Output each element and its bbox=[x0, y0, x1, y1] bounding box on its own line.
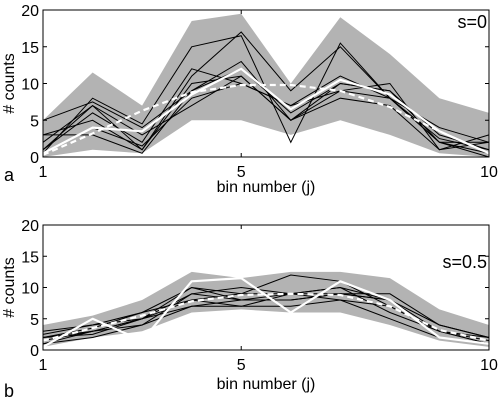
panel-label: b bbox=[4, 381, 14, 401]
fit-layer bbox=[42, 83, 490, 156]
trials-layer bbox=[42, 31, 490, 158]
trial-line-6 bbox=[43, 60, 490, 154]
y-tick-label: 15 bbox=[21, 249, 39, 266]
x-tick-label: 5 bbox=[237, 357, 246, 374]
x-tick-label: 1 bbox=[39, 164, 48, 181]
y-tick-label: 20 bbox=[21, 3, 39, 20]
trial-line-8 bbox=[42, 75, 489, 151]
y-tick-label: 0 bbox=[30, 343, 39, 360]
fit-curve bbox=[42, 292, 490, 342]
x-ticks-layer: 1 5 10 bbox=[39, 225, 498, 374]
trial-line-7 bbox=[42, 286, 490, 338]
x-tick-label: 1 bbox=[39, 357, 48, 374]
envelope-band bbox=[43, 271, 489, 347]
y-tick-label: 20 bbox=[21, 218, 39, 235]
y-tick-label: 5 bbox=[30, 113, 39, 130]
y-tick-label: 0 bbox=[30, 150, 39, 167]
x-axis-label: bin number (j) bbox=[217, 376, 316, 393]
y-ticks-layer: 0 5 10 15 20 bbox=[21, 3, 489, 167]
envelope-layer bbox=[43, 271, 489, 347]
mean-line bbox=[42, 67, 490, 155]
fit-curve bbox=[42, 83, 490, 156]
y-axis-label: # counts bbox=[1, 53, 18, 113]
trial-line-8 bbox=[42, 299, 490, 345]
envelope-band bbox=[43, 13, 489, 158]
x-ticks-layer: 1 5 10 bbox=[39, 10, 498, 181]
annotation: s=0 bbox=[457, 12, 487, 32]
y-tick-label: 10 bbox=[21, 281, 39, 298]
y-axis-label: # counts bbox=[1, 257, 18, 317]
y-tick-label: 10 bbox=[21, 77, 39, 94]
trial-line-5 bbox=[42, 293, 490, 345]
y-tick-label: 15 bbox=[21, 40, 39, 57]
envelope-layer bbox=[43, 13, 489, 158]
x-tick-label: 5 bbox=[237, 164, 246, 181]
x-tick-label: 10 bbox=[480, 357, 498, 374]
y-tick-label: 5 bbox=[30, 312, 39, 329]
y-ticks-layer: 0 5 10 15 20 bbox=[21, 218, 489, 360]
x-tick-label: 10 bbox=[480, 164, 498, 181]
mean-layer bbox=[42, 67, 490, 155]
x-axis-label: bin number (j) bbox=[217, 179, 316, 196]
panel-label: a bbox=[4, 165, 15, 185]
fit-layer bbox=[42, 292, 490, 342]
annotation: s=0.5 bbox=[442, 252, 487, 272]
